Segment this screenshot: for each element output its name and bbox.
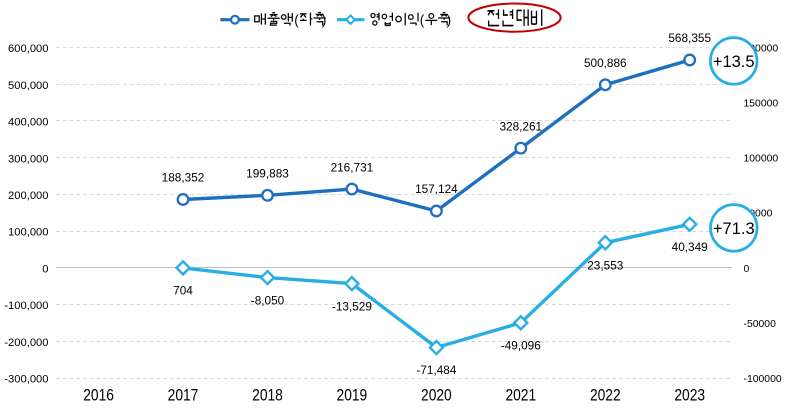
svg-text:100000: 100000 bbox=[744, 154, 779, 165]
svg-text:157,124: 157,124 bbox=[415, 182, 458, 196]
svg-text:2019: 2019 bbox=[337, 386, 368, 405]
svg-text:100,000: 100,000 bbox=[8, 227, 48, 239]
svg-text:-200,000: -200,000 bbox=[4, 337, 48, 349]
svg-text:-300,000: -300,000 bbox=[4, 374, 48, 386]
svg-text:300,000: 300,000 bbox=[8, 153, 48, 165]
svg-text:500,000: 500,000 bbox=[8, 80, 48, 92]
svg-text:188,352: 188,352 bbox=[162, 171, 205, 185]
svg-text:-100,000: -100,000 bbox=[4, 300, 48, 312]
svg-text:704: 704 bbox=[173, 284, 193, 298]
svg-text:0: 0 bbox=[42, 264, 48, 276]
svg-text:400,000: 400,000 bbox=[8, 117, 48, 129]
svg-text:2017: 2017 bbox=[168, 386, 199, 405]
svg-text:568,355: 568,355 bbox=[668, 31, 711, 45]
svg-text:-100000: -100000 bbox=[744, 374, 782, 385]
svg-text:2021: 2021 bbox=[505, 386, 536, 405]
svg-text:+71.3: +71.3 bbox=[713, 220, 755, 238]
svg-text:(: ( bbox=[420, 13, 425, 28]
svg-text:2023: 2023 bbox=[674, 386, 705, 405]
svg-text:2020: 2020 bbox=[421, 386, 452, 405]
svg-text:2022: 2022 bbox=[590, 386, 621, 405]
svg-text:40,349: 40,349 bbox=[672, 240, 708, 254]
svg-text:+13.5: +13.5 bbox=[713, 53, 755, 71]
svg-text:(: ( bbox=[294, 13, 299, 28]
svg-text:600,000: 600,000 bbox=[8, 43, 48, 55]
svg-text:150000: 150000 bbox=[744, 99, 779, 110]
svg-text:216,731: 216,731 bbox=[331, 160, 374, 174]
svg-text:-71,484: -71,484 bbox=[416, 363, 456, 377]
svg-text:328,261: 328,261 bbox=[499, 119, 542, 133]
svg-text:2016: 2016 bbox=[83, 386, 114, 405]
svg-text:0: 0 bbox=[744, 264, 750, 275]
svg-text:-49,096: -49,096 bbox=[501, 339, 541, 353]
svg-text:500,886: 500,886 bbox=[584, 56, 627, 70]
svg-text:199,883: 199,883 bbox=[246, 167, 289, 181]
svg-text:): ) bbox=[447, 13, 452, 28]
svg-text:200,000: 200,000 bbox=[8, 190, 48, 202]
svg-text:200000: 200000 bbox=[744, 44, 779, 55]
svg-text:50000: 50000 bbox=[744, 209, 773, 220]
svg-text:-13,529: -13,529 bbox=[332, 299, 372, 313]
svg-text:-50000: -50000 bbox=[744, 319, 777, 330]
svg-text:): ) bbox=[322, 13, 327, 28]
svg-text:-8,050: -8,050 bbox=[251, 293, 285, 307]
svg-text:23,553: 23,553 bbox=[587, 258, 624, 272]
svg-text:2018: 2018 bbox=[252, 386, 283, 405]
